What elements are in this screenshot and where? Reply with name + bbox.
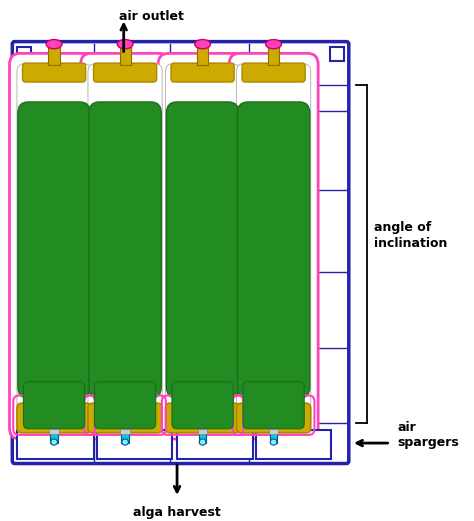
Ellipse shape	[270, 439, 277, 445]
Bar	[17, 430, 93, 460]
Bar	[163, 342, 177, 355]
FancyBboxPatch shape	[81, 53, 170, 439]
Text: angle of
inclination: angle of inclination	[374, 221, 447, 251]
Bar	[50, 429, 58, 443]
FancyBboxPatch shape	[9, 53, 99, 439]
Bar	[97, 430, 173, 460]
Bar	[121, 429, 129, 443]
FancyBboxPatch shape	[88, 403, 162, 433]
Bar	[270, 429, 277, 443]
Ellipse shape	[199, 439, 206, 445]
Bar	[177, 430, 253, 460]
FancyBboxPatch shape	[237, 102, 310, 398]
Bar	[120, 429, 130, 434]
Ellipse shape	[122, 439, 128, 445]
Bar	[17, 47, 31, 61]
Bar	[242, 342, 256, 355]
FancyBboxPatch shape	[89, 102, 161, 398]
Bar	[49, 429, 59, 434]
FancyBboxPatch shape	[165, 64, 240, 429]
Bar	[48, 47, 60, 65]
FancyBboxPatch shape	[166, 102, 239, 398]
FancyBboxPatch shape	[237, 403, 311, 433]
Ellipse shape	[51, 439, 57, 445]
FancyBboxPatch shape	[243, 382, 304, 429]
Text: air
spargers: air spargers	[398, 421, 459, 450]
Bar	[268, 47, 279, 65]
FancyBboxPatch shape	[93, 63, 156, 82]
Bar	[197, 47, 208, 65]
Bar	[330, 47, 344, 61]
FancyBboxPatch shape	[18, 102, 90, 398]
FancyBboxPatch shape	[22, 63, 86, 82]
FancyBboxPatch shape	[237, 64, 311, 429]
Bar	[199, 429, 206, 443]
FancyBboxPatch shape	[229, 53, 318, 439]
FancyBboxPatch shape	[158, 53, 247, 439]
Bar	[256, 430, 331, 460]
FancyBboxPatch shape	[165, 403, 240, 433]
Bar	[269, 429, 278, 434]
Bar	[267, 262, 290, 292]
FancyBboxPatch shape	[94, 382, 156, 429]
Ellipse shape	[266, 40, 282, 49]
Text: air outlet: air outlet	[119, 9, 184, 22]
Ellipse shape	[195, 40, 210, 49]
Ellipse shape	[117, 40, 133, 49]
Bar	[87, 266, 100, 278]
Bar	[242, 266, 256, 278]
Bar	[119, 47, 131, 65]
Ellipse shape	[46, 40, 62, 49]
FancyBboxPatch shape	[171, 63, 234, 82]
Text: alga harvest: alga harvest	[133, 506, 221, 519]
FancyBboxPatch shape	[12, 42, 349, 464]
Bar	[163, 266, 177, 278]
FancyBboxPatch shape	[242, 63, 305, 82]
Bar	[163, 184, 177, 196]
FancyBboxPatch shape	[17, 403, 91, 433]
Bar	[242, 184, 256, 196]
Bar	[198, 429, 207, 434]
FancyBboxPatch shape	[88, 64, 162, 429]
Bar	[87, 184, 100, 196]
FancyBboxPatch shape	[23, 382, 85, 429]
FancyBboxPatch shape	[172, 382, 233, 429]
Bar	[87, 342, 100, 355]
FancyBboxPatch shape	[17, 64, 91, 429]
